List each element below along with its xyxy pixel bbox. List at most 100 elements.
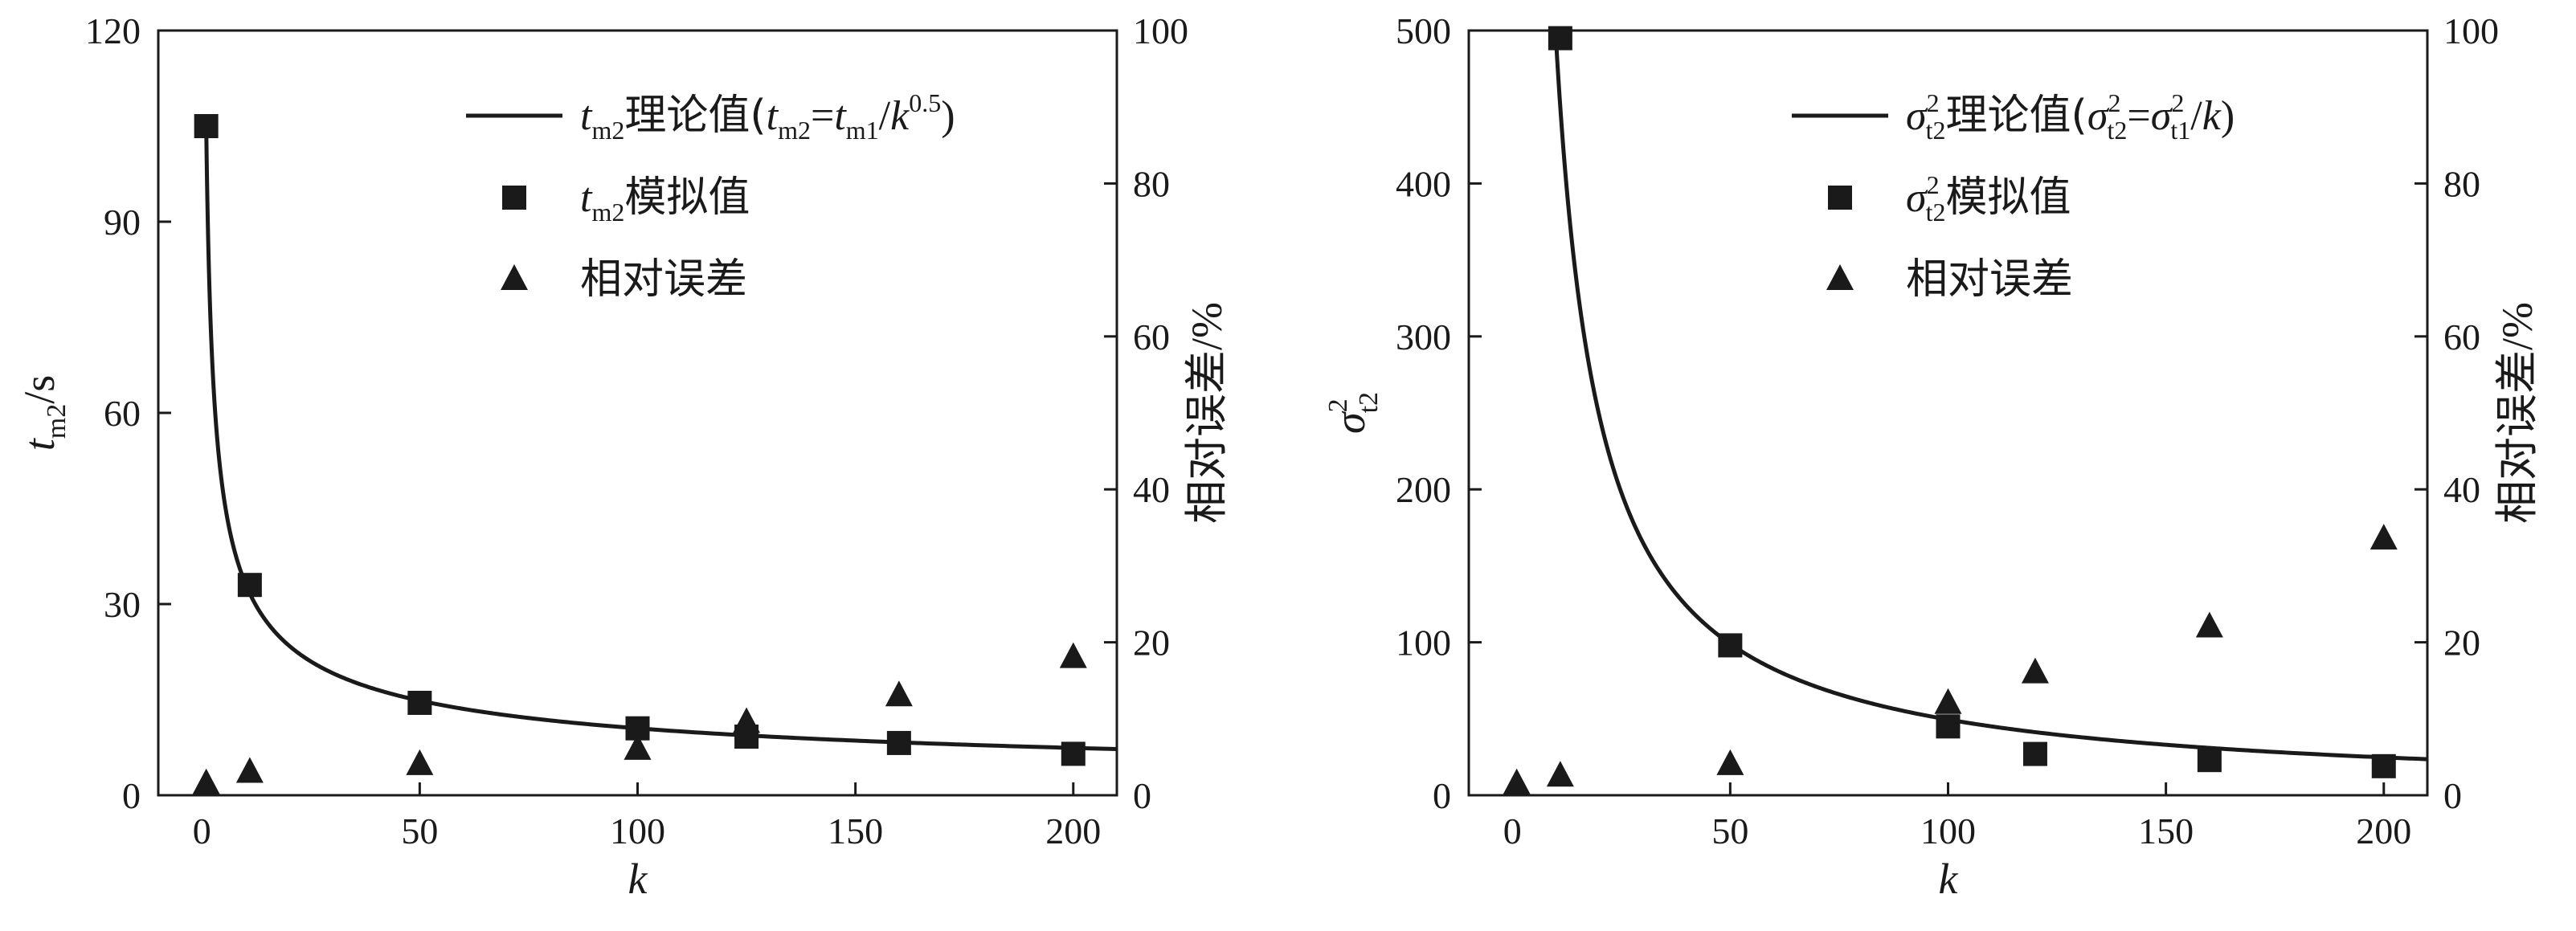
- legend-curve-label: tm2理论值(tm2=tm1/k0.5): [580, 88, 955, 145]
- legend-sup: 2: [1927, 88, 1940, 117]
- y-left-tick-label: 120: [85, 10, 141, 51]
- legend-curve-text: 理论值(: [1946, 92, 2087, 140]
- legend-sub: m2: [591, 198, 624, 227]
- legend-symbol: σ: [1906, 93, 1928, 139]
- x-tick-label: 150: [828, 811, 883, 851]
- relative-error-point: [1503, 768, 1531, 794]
- theory-curve: [1553, 38, 2427, 762]
- legend-formula-lhs: t: [767, 93, 779, 139]
- relative-error-point: [1059, 642, 1087, 668]
- y-right-axis-title: 相对误差/%: [2493, 302, 2541, 524]
- legend-formula-sub: t1: [2170, 116, 2190, 145]
- plot-frame: [1467, 29, 2429, 797]
- y-right-tick-label: 40: [1133, 469, 1170, 510]
- legend-formula-eq: =: [2127, 93, 2150, 139]
- legend-sub: t2: [1926, 198, 1946, 227]
- chart-panel-1: 0 50 100 150 2000306090120020406080100ktm2/s…: [15, 10, 1231, 903]
- simulated-point: [2371, 753, 2396, 778]
- legend-formula-k: k: [2202, 93, 2222, 139]
- simulated-point: [1718, 633, 1743, 658]
- legend-formula-close: ): [941, 93, 955, 139]
- legend-sub: m2: [591, 116, 624, 145]
- legend-square-text: 模拟值: [1946, 174, 2071, 222]
- relative-error-point: [624, 733, 652, 760]
- legend-formula-sup: 2: [2108, 88, 2121, 117]
- simulated-point: [2022, 741, 2047, 766]
- simulated-point: [1061, 741, 1086, 766]
- legend-curve-text: 理论值(: [624, 92, 766, 140]
- y-left-tick-label: 30: [104, 584, 141, 625]
- y-left-axis-title: tm2/s: [15, 375, 72, 451]
- relative-error-point: [1934, 688, 1962, 714]
- legend-curve-label: σ2 t2理论值(σ2 t2=σ2 t1/k): [1906, 88, 2235, 145]
- legend-formula-sub: m1: [846, 116, 879, 145]
- legend-sup: 2: [1927, 170, 1940, 199]
- legend-formula-eq: =: [811, 93, 834, 139]
- x-tick-label: 100: [1920, 811, 1976, 851]
- y-left-title-sup: 2: [1323, 398, 1353, 412]
- y-left-tick-label: 0: [1433, 775, 1451, 816]
- relative-error-point: [1716, 749, 1744, 775]
- legend-triangle-swatch: [501, 264, 528, 290]
- x-tick-label: 150: [2138, 811, 2194, 851]
- relative-error-point: [192, 768, 220, 794]
- y-right-tick-label: 20: [1133, 623, 1170, 664]
- y-left-tick-label: 100: [1396, 623, 1451, 664]
- legend-formula-rhs: σ: [2151, 93, 2173, 139]
- x-tick-label: 200: [1045, 811, 1101, 851]
- y-left-tick-label: 400: [1396, 163, 1451, 204]
- y-left-tick-label: 60: [104, 393, 141, 434]
- y-right-tick-label: 60: [1133, 316, 1170, 357]
- legend-formula-div: /: [879, 93, 891, 139]
- simulated-point: [407, 690, 432, 715]
- x-tick-label: 50: [1711, 811, 1748, 851]
- relative-error-point: [2370, 524, 2398, 550]
- x-tick-label: 0: [193, 811, 211, 851]
- simulated-point: [886, 730, 911, 755]
- y-right-tick-label: 80: [1133, 163, 1170, 204]
- y-right-tick-label: 100: [1133, 10, 1188, 51]
- x-tick-label: 50: [401, 811, 438, 851]
- legend-square-label: tm2模拟值: [580, 174, 750, 227]
- legend-square-label: σ2 t2模拟值: [1906, 170, 2071, 227]
- y-left-tick-label: 0: [122, 775, 141, 816]
- y-right-tick-label: 40: [2443, 469, 2480, 510]
- y-right-tick-label: 80: [2443, 163, 2480, 204]
- y-left-title-symbol: t: [15, 437, 63, 451]
- y-left-title-sub: m2: [42, 404, 72, 439]
- relative-error-point: [2021, 657, 2049, 684]
- relative-error-point: [406, 749, 434, 775]
- legend-square-swatch: [502, 186, 526, 210]
- legend-sub: t2: [1926, 116, 1946, 145]
- legend-symbol: t: [580, 93, 593, 139]
- simulated-point: [237, 573, 262, 598]
- legend-formula-sup: 2: [2171, 88, 2184, 117]
- legend-triangle-label: 相对误差: [580, 257, 747, 303]
- legend-formula-lhs: σ: [2087, 93, 2110, 139]
- y-left-axis-title: σ2t2: [1323, 392, 1384, 434]
- y-right-tick-label: 0: [2443, 775, 2462, 816]
- x-axis-title: k: [1939, 855, 1959, 903]
- relative-error-point: [2195, 611, 2223, 638]
- relative-error-point: [885, 680, 913, 707]
- simulated-point: [1548, 26, 1572, 51]
- legend-formula-close: ): [2221, 93, 2235, 139]
- y-right-axis-title: 相对误差/%: [1183, 302, 1231, 524]
- y-left-tick-label: 200: [1396, 469, 1451, 510]
- simulated-point: [194, 114, 219, 138]
- y-left-tick-label: 90: [104, 202, 141, 243]
- simulated-point: [1936, 714, 1961, 739]
- x-tick-label: 0: [1503, 811, 1522, 851]
- y-left-title-symbol: σ: [1326, 410, 1374, 434]
- y-right-tick-label: 100: [2443, 10, 2499, 51]
- plot-frame: [157, 29, 1118, 797]
- legend-symbol: t: [580, 175, 593, 221]
- y-left-tick-label: 300: [1396, 316, 1451, 357]
- x-tick-label: 100: [610, 811, 665, 851]
- legend-triangle-swatch: [1826, 264, 1854, 290]
- relative-error-point: [733, 707, 761, 733]
- theory-curve: [204, 125, 1117, 752]
